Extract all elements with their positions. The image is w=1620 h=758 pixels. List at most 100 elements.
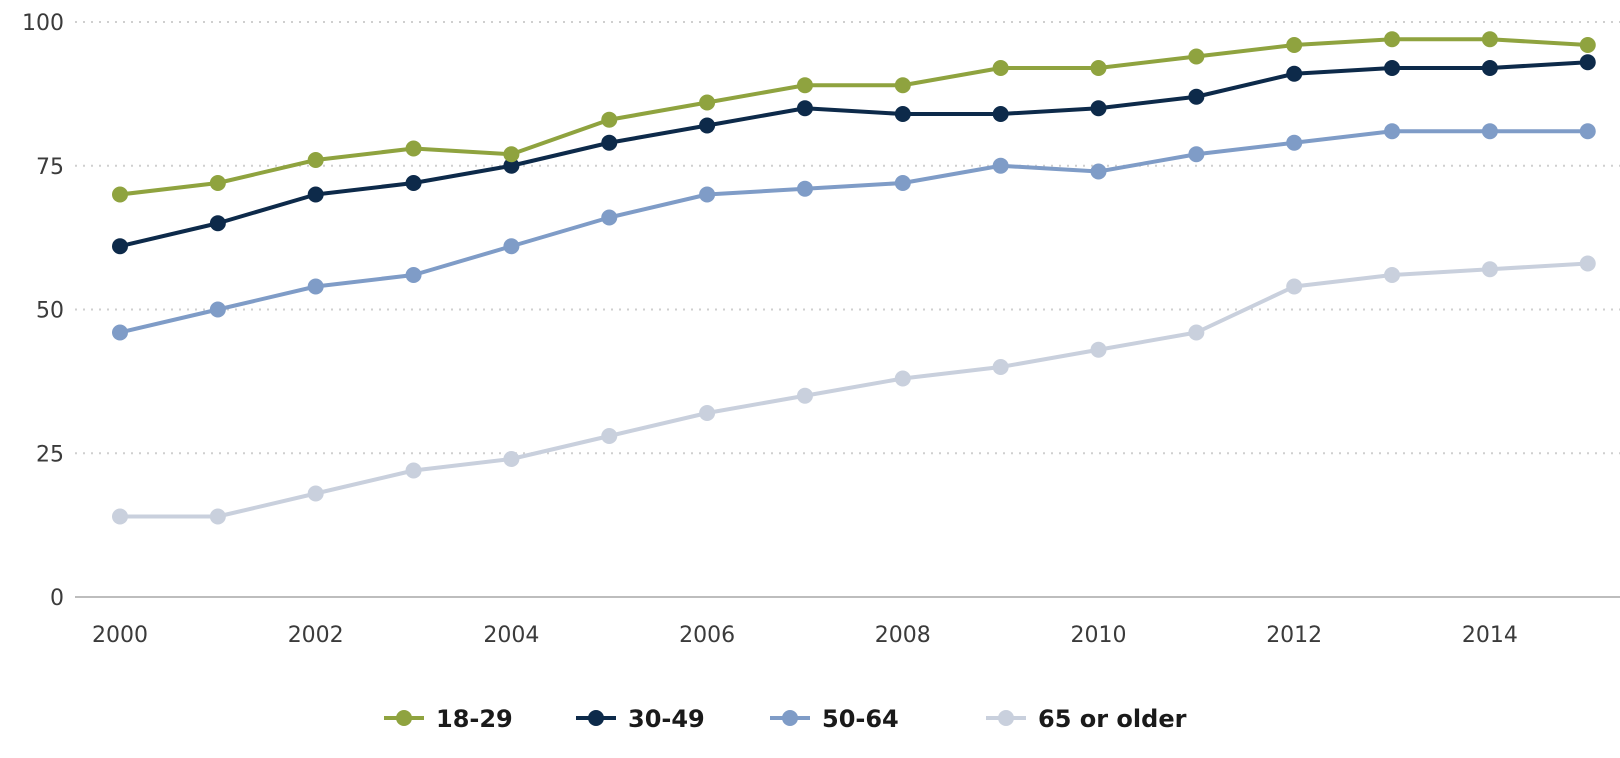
legend-swatch-dot <box>998 710 1014 726</box>
series-lines <box>112 31 1596 525</box>
legend-label: 18-29 <box>436 705 513 733</box>
y-tick-label: 0 <box>50 586 64 611</box>
data-point <box>1090 100 1107 117</box>
series-50-64 <box>112 123 1596 341</box>
y-tick-label: 50 <box>36 299 64 324</box>
legend-label: 50-64 <box>822 705 899 733</box>
legend-swatch-dot <box>588 710 604 726</box>
x-tick-label: 2006 <box>679 623 735 648</box>
data-point <box>699 186 716 203</box>
data-point <box>1188 48 1205 65</box>
data-point <box>601 428 618 444</box>
data-point <box>601 111 618 128</box>
data-point <box>112 238 128 255</box>
legend-item: 18-29 <box>384 705 513 733</box>
data-point <box>992 106 1009 122</box>
legend-item: 30-49 <box>576 705 705 733</box>
data-point <box>405 175 422 191</box>
data-point <box>894 77 911 94</box>
data-point <box>1090 341 1107 358</box>
data-point <box>1188 324 1205 341</box>
data-point <box>209 301 226 318</box>
data-point <box>1384 31 1401 48</box>
data-point <box>1579 37 1596 53</box>
data-point <box>307 278 324 295</box>
data-point <box>307 485 324 502</box>
data-point <box>1090 163 1107 180</box>
data-point <box>796 100 813 117</box>
data-point <box>699 94 716 111</box>
data-point <box>601 134 618 151</box>
data-point <box>796 77 813 94</box>
legend: 18-29 30-49 50-64 65 or older <box>384 705 1187 733</box>
data-point <box>1286 65 1303 82</box>
data-point <box>601 209 618 226</box>
data-point <box>699 405 716 421</box>
x-tick-label: 2002 <box>288 623 344 648</box>
series-65-or-older <box>112 255 1596 525</box>
series-18-29 <box>112 31 1596 203</box>
data-point <box>699 117 716 134</box>
data-point <box>307 152 324 168</box>
data-point <box>503 451 520 467</box>
legend-item: 50-64 <box>770 705 899 733</box>
series-line <box>119 60 1588 249</box>
series-30-49 <box>112 54 1596 255</box>
data-point <box>1188 146 1205 163</box>
x-tick-label: 2008 <box>875 623 931 648</box>
x-axis: 2000 2002 2004 2006 2008 2010 2012 2014 <box>92 623 1518 648</box>
data-point <box>405 267 422 283</box>
data-point <box>796 387 813 404</box>
data-point <box>1384 60 1401 76</box>
data-point <box>112 324 128 341</box>
series-line <box>120 261 1588 519</box>
data-point <box>1481 261 1498 278</box>
gridlines <box>75 21 1620 598</box>
data-point <box>503 157 520 174</box>
data-point <box>1481 123 1498 140</box>
x-tick-label: 2012 <box>1266 623 1322 648</box>
data-point <box>894 175 911 191</box>
data-point <box>209 215 226 232</box>
x-tick-label: 2010 <box>1071 623 1127 648</box>
y-tick-label: 100 <box>22 11 64 36</box>
data-point <box>1579 54 1596 71</box>
data-point <box>1579 255 1596 272</box>
data-point <box>1188 88 1205 105</box>
data-point <box>209 175 226 191</box>
data-point <box>112 186 128 203</box>
data-point <box>894 106 911 122</box>
data-point <box>1481 60 1498 76</box>
data-point <box>503 146 520 163</box>
y-tick-label: 75 <box>36 155 64 180</box>
data-point <box>992 157 1009 174</box>
legend-item: 65 or older <box>986 705 1187 733</box>
data-point <box>209 508 226 525</box>
x-tick-label: 2014 <box>1462 623 1518 648</box>
legend-swatch-dot <box>782 710 798 726</box>
data-point <box>1384 267 1401 283</box>
data-point <box>992 60 1009 76</box>
data-point <box>1579 123 1596 140</box>
data-point <box>112 508 128 525</box>
x-tick-label: 2004 <box>483 623 539 648</box>
data-point <box>796 180 813 197</box>
data-point <box>1384 123 1401 140</box>
legend-swatch-dot <box>396 710 412 726</box>
data-point <box>1286 278 1303 295</box>
y-tick-label: 25 <box>36 442 64 467</box>
legend-label: 30-49 <box>628 705 705 733</box>
x-tick-label: 2000 <box>92 623 148 648</box>
data-point <box>1286 37 1303 53</box>
data-point <box>894 370 911 387</box>
data-point <box>405 140 422 157</box>
data-point <box>1286 134 1303 151</box>
series-line <box>119 37 1588 197</box>
y-axis: 0 25 50 75 100 <box>22 11 64 611</box>
data-point <box>992 359 1009 375</box>
legend-label: 65 or older <box>1038 705 1187 733</box>
data-point <box>1090 60 1107 76</box>
data-point <box>503 238 520 255</box>
